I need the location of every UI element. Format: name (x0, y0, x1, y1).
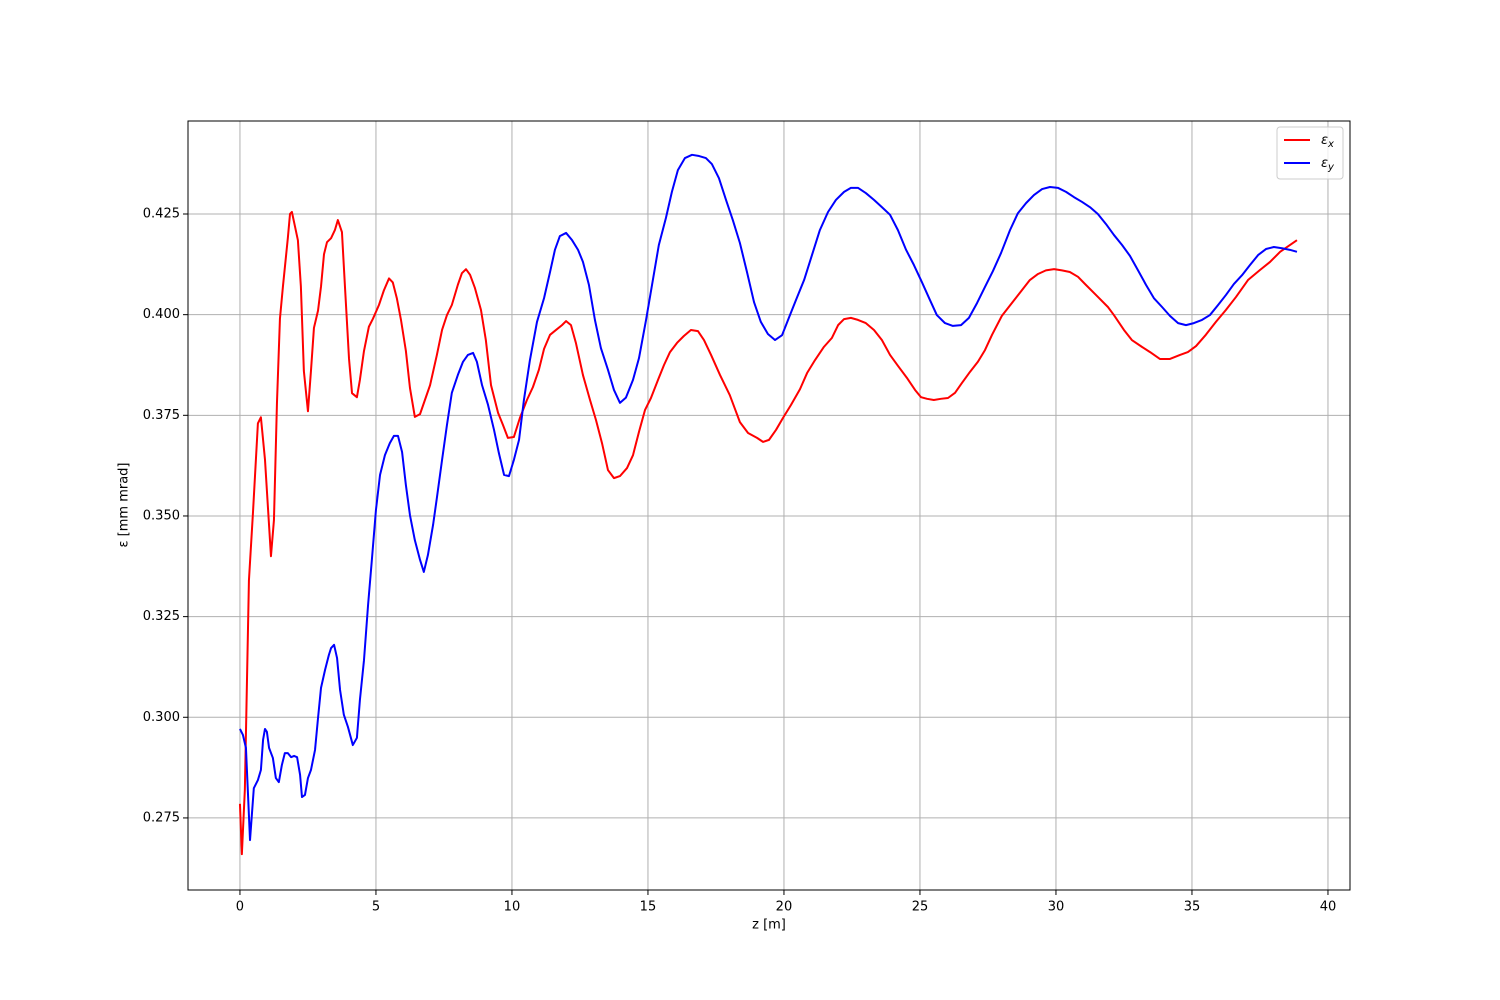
y-tick-label: 0.275 (143, 810, 180, 825)
x-tick-label: 25 (912, 900, 929, 915)
plot-frame (187, 120, 1351, 891)
x-tick-label: 15 (640, 900, 657, 915)
x-tick-label: 35 (1184, 900, 1201, 915)
x-tick-label: 10 (504, 900, 521, 915)
y-tick-label: 0.325 (143, 609, 180, 624)
y-tick-label: 0.400 (143, 307, 180, 322)
y-tick-label: 0.300 (143, 710, 180, 725)
data-line (239, 153, 1298, 842)
x-tick-label: 40 (1320, 900, 1337, 915)
legend-label: εx (1321, 133, 1334, 151)
y-tick-label: 0.350 (143, 508, 180, 523)
legend-label: εy (1321, 156, 1335, 174)
x-tick-label: 0 (236, 900, 244, 915)
y-tick-label: 0.375 (143, 408, 180, 423)
y-tick-label: 0.425 (143, 207, 180, 222)
x-tick-label: 30 (1048, 900, 1065, 915)
y-axis-label: ε [mm mrad] (117, 463, 132, 548)
x-tick-label: 5 (372, 900, 380, 915)
x-axis-label: z [m] (752, 918, 786, 933)
x-tick-label: 20 (776, 900, 793, 915)
data-line (238, 210, 1298, 856)
